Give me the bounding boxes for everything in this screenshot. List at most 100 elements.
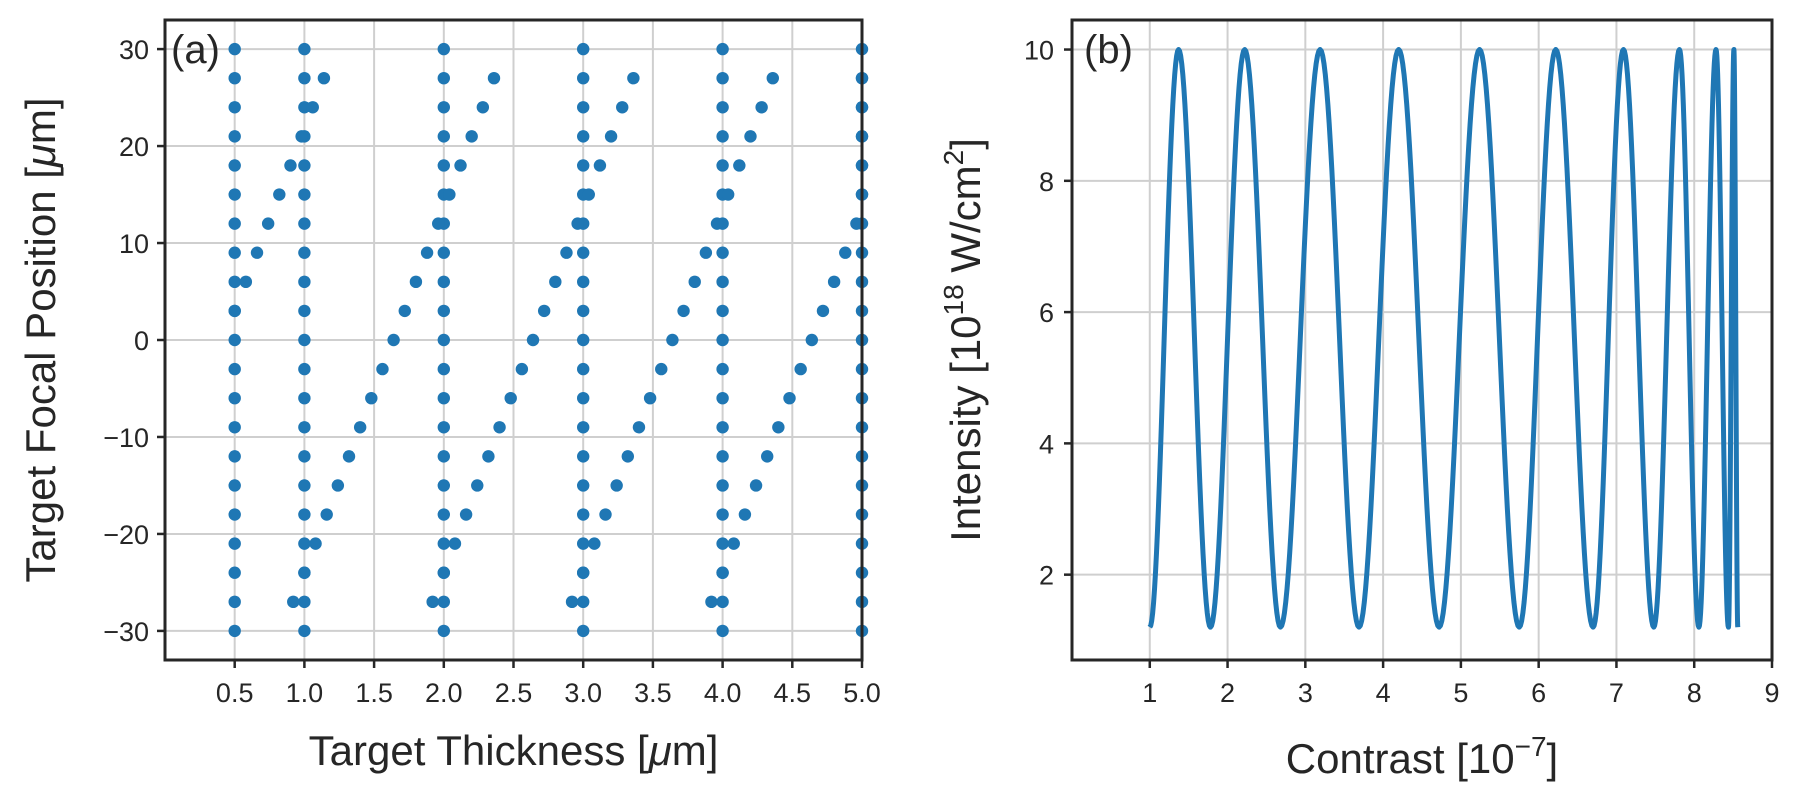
a-scatter-point: [298, 71, 311, 85]
b-y-tick-label: 2: [1039, 561, 1054, 591]
a-scatter-point: [342, 450, 356, 463]
a-scatter-point: [298, 362, 311, 376]
a-scatter-point: [560, 246, 573, 259]
a-y-tick-label: 10: [119, 229, 149, 259]
a-x-tick-label: 3.5: [634, 678, 672, 708]
a-scatter-point: [577, 450, 590, 463]
a-scatter-point: [432, 217, 445, 230]
a-scatter-point: [655, 362, 668, 376]
panel-a-scatter: 0.5 1.0 1.5 2.0 2.5 3.0 3.5 4.0 4.5 5.0 −30 −20 −10 0…: [17, 18, 881, 774]
a-scatter-point: [437, 275, 450, 289]
a-x-axis-title: Target Thickness [μm]: [309, 727, 719, 774]
a-scatter-point: [437, 159, 450, 172]
panel-b-line: 1 2 3 4 5 6 7 8 9 2 4 6 8 10 (b) Contrast [10−7] Intensi…: [938, 18, 1780, 782]
a-scatter-point: [298, 479, 311, 492]
a-scatter-point: [643, 391, 657, 405]
a-scatter-point: [677, 304, 690, 318]
b-x-tick-label: 8: [1687, 678, 1702, 708]
a-scatter-point: [437, 479, 450, 492]
a-scatter-point: [320, 508, 333, 521]
a-scatter-point: [816, 304, 830, 318]
a-scatter-point: [298, 537, 311, 550]
a-scatter-point: [727, 537, 740, 550]
b-x-tick-label: 1: [1142, 678, 1157, 708]
a-scatter-point: [426, 595, 439, 609]
a-scatter-point: [437, 624, 450, 638]
a-scatter-point: [582, 188, 595, 201]
a-scatter-point: [228, 624, 241, 638]
a-x-tick-label: 0.5: [216, 678, 254, 708]
a-scatter-point: [839, 246, 852, 259]
a-scatter-point: [298, 624, 311, 638]
a-scatter-point: [298, 595, 311, 609]
a-scatter-point: [228, 333, 241, 347]
a-scatter-point: [298, 508, 311, 521]
a-scatter-point: [454, 159, 467, 172]
a-scatter-point: [716, 130, 729, 143]
a-scatter-point: [317, 71, 331, 85]
a-scatter-point: [228, 566, 241, 579]
a-scatter-point: [437, 101, 450, 114]
a-scatter-point: [239, 275, 253, 289]
a-scatter-point: [716, 537, 729, 550]
a-scatter-point: [298, 42, 311, 56]
a-scatter-point: [577, 391, 590, 405]
a-scatter-point: [666, 333, 679, 347]
a-scatter-point: [794, 362, 807, 376]
a-scatter-point: [577, 101, 590, 114]
a-scatter-point: [577, 537, 590, 550]
a-scatter-point: [716, 42, 729, 56]
a-scatter-point: [437, 421, 450, 434]
a-x-tick-label: 3.0: [564, 678, 602, 708]
a-scatter-point: [306, 101, 319, 114]
a-scatter-point: [493, 421, 506, 434]
a-scatter-point: [465, 130, 478, 143]
a-scatter-point: [716, 391, 729, 405]
a-scatter-point: [772, 421, 785, 434]
a-scatter-point: [437, 362, 450, 376]
a-y-tick-label: 20: [119, 132, 149, 162]
a-y-tick-label: −10: [103, 423, 149, 453]
a-scatter-point: [716, 508, 729, 521]
a-scatter-point: [526, 333, 540, 347]
a-scatter-point: [716, 275, 729, 289]
a-scatter-point: [755, 101, 768, 114]
a-scatter-point: [437, 450, 450, 463]
a-scatter-point: [228, 595, 241, 609]
a-scatter-point: [537, 304, 551, 318]
a-scatter-point: [309, 537, 322, 550]
a-scatter-point: [504, 391, 517, 405]
a-scatter-point: [577, 595, 590, 609]
a-y-tick-label: −30: [103, 617, 149, 647]
a-scatter-point: [716, 333, 729, 347]
a-x-tick-label: 5.0: [843, 678, 881, 708]
b-y-tick-label: 4: [1039, 429, 1054, 459]
a-scatter-point: [228, 217, 241, 230]
a-scatter-point: [437, 42, 450, 56]
a-scatter-point: [604, 130, 618, 143]
a-scatter-point: [376, 362, 389, 376]
a-scatter-point: [298, 391, 311, 405]
a-scatter-point: [716, 624, 729, 638]
a-scatter-point: [228, 42, 241, 56]
a-scatter-point: [716, 246, 729, 259]
a-scatter-point: [744, 130, 757, 143]
a-scatter-point: [228, 188, 241, 201]
a-scatter-point: [593, 159, 607, 172]
a-scatter-point: [298, 217, 311, 230]
a-scatter-point: [761, 450, 774, 463]
b-y-tick-label: 10: [1024, 36, 1054, 66]
a-scatter-point: [738, 508, 752, 521]
a-x-tick-label: 2.0: [425, 678, 463, 708]
a-scatter-point: [733, 159, 746, 172]
a-scatter-point: [577, 479, 590, 492]
b-intensity-line: [1147, 47, 1741, 630]
a-scatter-point: [295, 130, 308, 143]
a-scatter-point: [565, 595, 579, 609]
a-scatter-point: [298, 304, 311, 318]
a-scatter-point: [749, 479, 763, 492]
b-x-tick-label: 7: [1609, 678, 1624, 708]
a-y-tick-label: −20: [103, 520, 149, 550]
b-panel-label: (b): [1084, 28, 1133, 72]
